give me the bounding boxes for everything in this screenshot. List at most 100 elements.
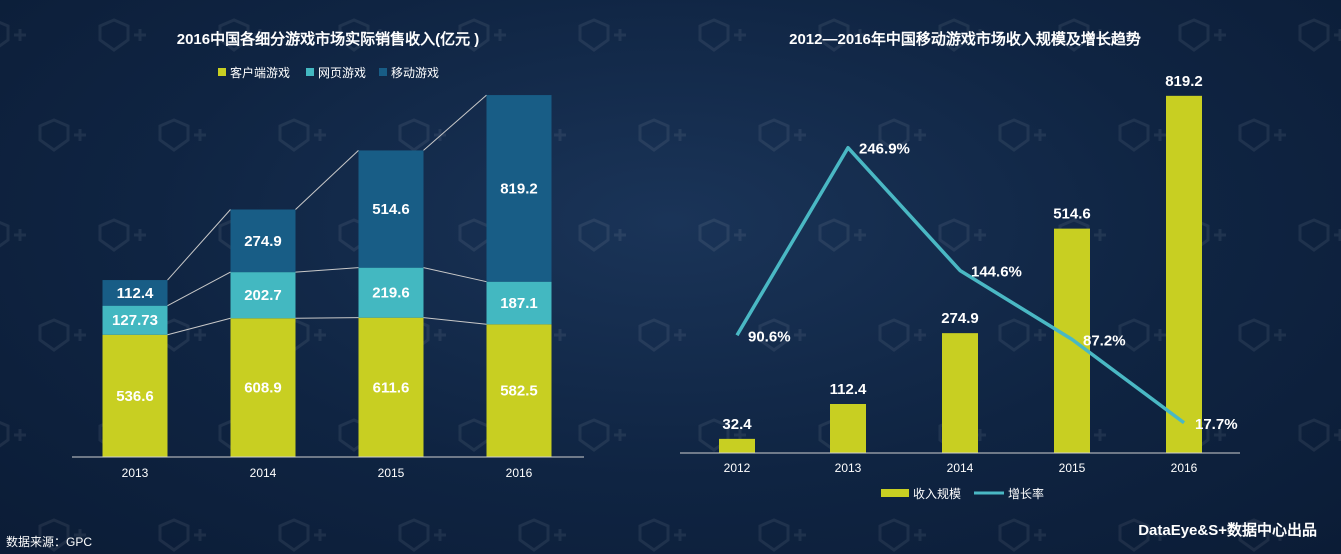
connector-line xyxy=(167,317,231,336)
brand-credit: DataEye&S+数据中心出品 xyxy=(1138,522,1317,539)
watermark-logo xyxy=(818,18,866,52)
revenue-bar xyxy=(942,333,978,453)
connector-line xyxy=(295,317,359,319)
connector-line xyxy=(423,317,487,325)
x-tick-label: 2016 xyxy=(506,466,533,480)
bar-segment xyxy=(358,317,424,457)
watermark-logo xyxy=(998,318,1046,352)
legend-label-mobile: 移动游戏 xyxy=(391,66,439,80)
left-bars: 536.6 127.73 112.4 608.9 202.7 274.9 611.6 219.… xyxy=(102,95,552,457)
bar-value-label: 127.73 xyxy=(112,312,158,329)
watermark-logo xyxy=(98,218,146,252)
watermark-logo xyxy=(1178,18,1226,52)
growth-rate-label: 87.2% xyxy=(1083,332,1126,349)
growth-rate-line xyxy=(735,145,1186,425)
watermark-logo xyxy=(398,518,446,552)
legend-label-web: 网页游戏 xyxy=(318,66,366,80)
watermark-logo xyxy=(578,418,626,452)
bar-value-label: 582.5 xyxy=(500,383,538,400)
watermark-logo xyxy=(878,518,926,552)
connector-line xyxy=(167,209,231,281)
watermark-logo xyxy=(278,118,326,152)
watermark-logo xyxy=(0,420,26,448)
watermark-logo xyxy=(878,118,926,152)
bar-segment xyxy=(486,324,552,457)
growth-rate-label: 17.7% xyxy=(1195,416,1238,433)
bar-segment xyxy=(486,95,552,282)
right-chart-title: 2012—2016年中国移动游戏市场收入规模及增长趋势 xyxy=(789,30,1141,48)
right-legend: 收入规模 增长率 xyxy=(881,486,1044,501)
legend-label-revenue: 收入规模 xyxy=(913,486,961,501)
left-legend: 客户端游戏 网页游戏 移动游戏 xyxy=(218,65,439,80)
bar-value-label: 608.9 xyxy=(244,380,282,397)
legend-swatch-client xyxy=(218,68,226,76)
bar-segment xyxy=(230,209,296,273)
connector-line xyxy=(295,150,359,210)
watermark-logo xyxy=(1118,318,1166,352)
left-chart-title: 2016中国各细分游戏市场实际销售收入(亿元 ) xyxy=(177,30,480,48)
watermark-logo xyxy=(758,118,806,152)
watermark-logo xyxy=(1298,418,1341,452)
revenue-bar xyxy=(830,403,866,453)
revenue-value-label: 112.4 xyxy=(830,381,867,398)
watermark-logo xyxy=(698,18,746,52)
bar-value-label: 819.2 xyxy=(500,180,538,197)
bar-value-label: 611.6 xyxy=(373,379,410,396)
bar-value-label: 187.1 xyxy=(500,295,538,312)
watermark-logo xyxy=(338,18,386,52)
connector-line xyxy=(423,267,487,283)
x-tick-label: 2015 xyxy=(378,466,405,480)
bar-value-label: 514.6 xyxy=(372,201,410,218)
watermark-logo xyxy=(1058,18,1106,52)
watermark-logo xyxy=(518,518,566,552)
watermark-logo xyxy=(578,218,626,252)
x-tick-label: 2013 xyxy=(122,466,149,480)
watermark-logo xyxy=(698,218,746,252)
legend-swatch-mobile xyxy=(379,68,387,76)
watermark-logo xyxy=(998,518,1046,552)
watermark-logo xyxy=(938,18,986,52)
watermark-logo xyxy=(0,20,26,48)
bar-segment xyxy=(102,280,168,306)
legend-swatch-revenue xyxy=(881,489,909,497)
stack-connector-lines xyxy=(167,94,487,336)
watermark-logo xyxy=(818,218,866,252)
x-tick-label: 2016 xyxy=(1171,461,1198,475)
watermark-logo xyxy=(1298,18,1341,52)
right-bars: 32.4 112.4 274.9 514.6 819.2 xyxy=(719,73,1203,453)
watermark-logo xyxy=(938,218,986,252)
watermark-logo xyxy=(0,220,26,248)
growth-rate-label: 90.6% xyxy=(748,328,791,345)
right-x-ticks: 2012 2013 2014 2015 2016 xyxy=(724,461,1198,475)
left-x-ticks: 2013 2014 2015 2016 xyxy=(122,466,533,480)
bar-segment xyxy=(230,272,296,319)
watermark-logo xyxy=(218,18,266,52)
watermark-logo xyxy=(1238,118,1286,152)
legend-swatch-web xyxy=(306,68,314,76)
legend-label-growth: 增长率 xyxy=(1008,486,1044,501)
watermark-logo xyxy=(1118,118,1166,152)
revenue-value-label: 274.9 xyxy=(941,310,979,327)
bar-segment xyxy=(102,334,168,457)
x-tick-label: 2014 xyxy=(250,466,277,480)
watermark-logo xyxy=(758,518,806,552)
watermark-logo xyxy=(398,118,446,152)
bar-segment xyxy=(358,267,424,318)
watermark-logo xyxy=(458,18,506,52)
revenue-value-label: 514.6 xyxy=(1053,206,1091,223)
x-tick-label: 2014 xyxy=(947,461,974,475)
x-tick-label: 2015 xyxy=(1059,461,1086,475)
watermark-logo xyxy=(638,118,686,152)
watermark-logo xyxy=(278,518,326,552)
revenue-value-label: 32.4 xyxy=(722,416,752,433)
watermark-logo xyxy=(98,18,146,52)
watermark-logo xyxy=(158,518,206,552)
connector-line xyxy=(423,94,487,151)
watermark-logo xyxy=(1238,518,1286,552)
right-chart: 2012—2016年中国移动游戏市场收入规模及增长趋势 32.4 112.4 274… xyxy=(680,30,1240,501)
watermark-logo xyxy=(638,318,686,352)
revenue-bar xyxy=(719,438,755,453)
watermark-logo xyxy=(1118,518,1166,552)
